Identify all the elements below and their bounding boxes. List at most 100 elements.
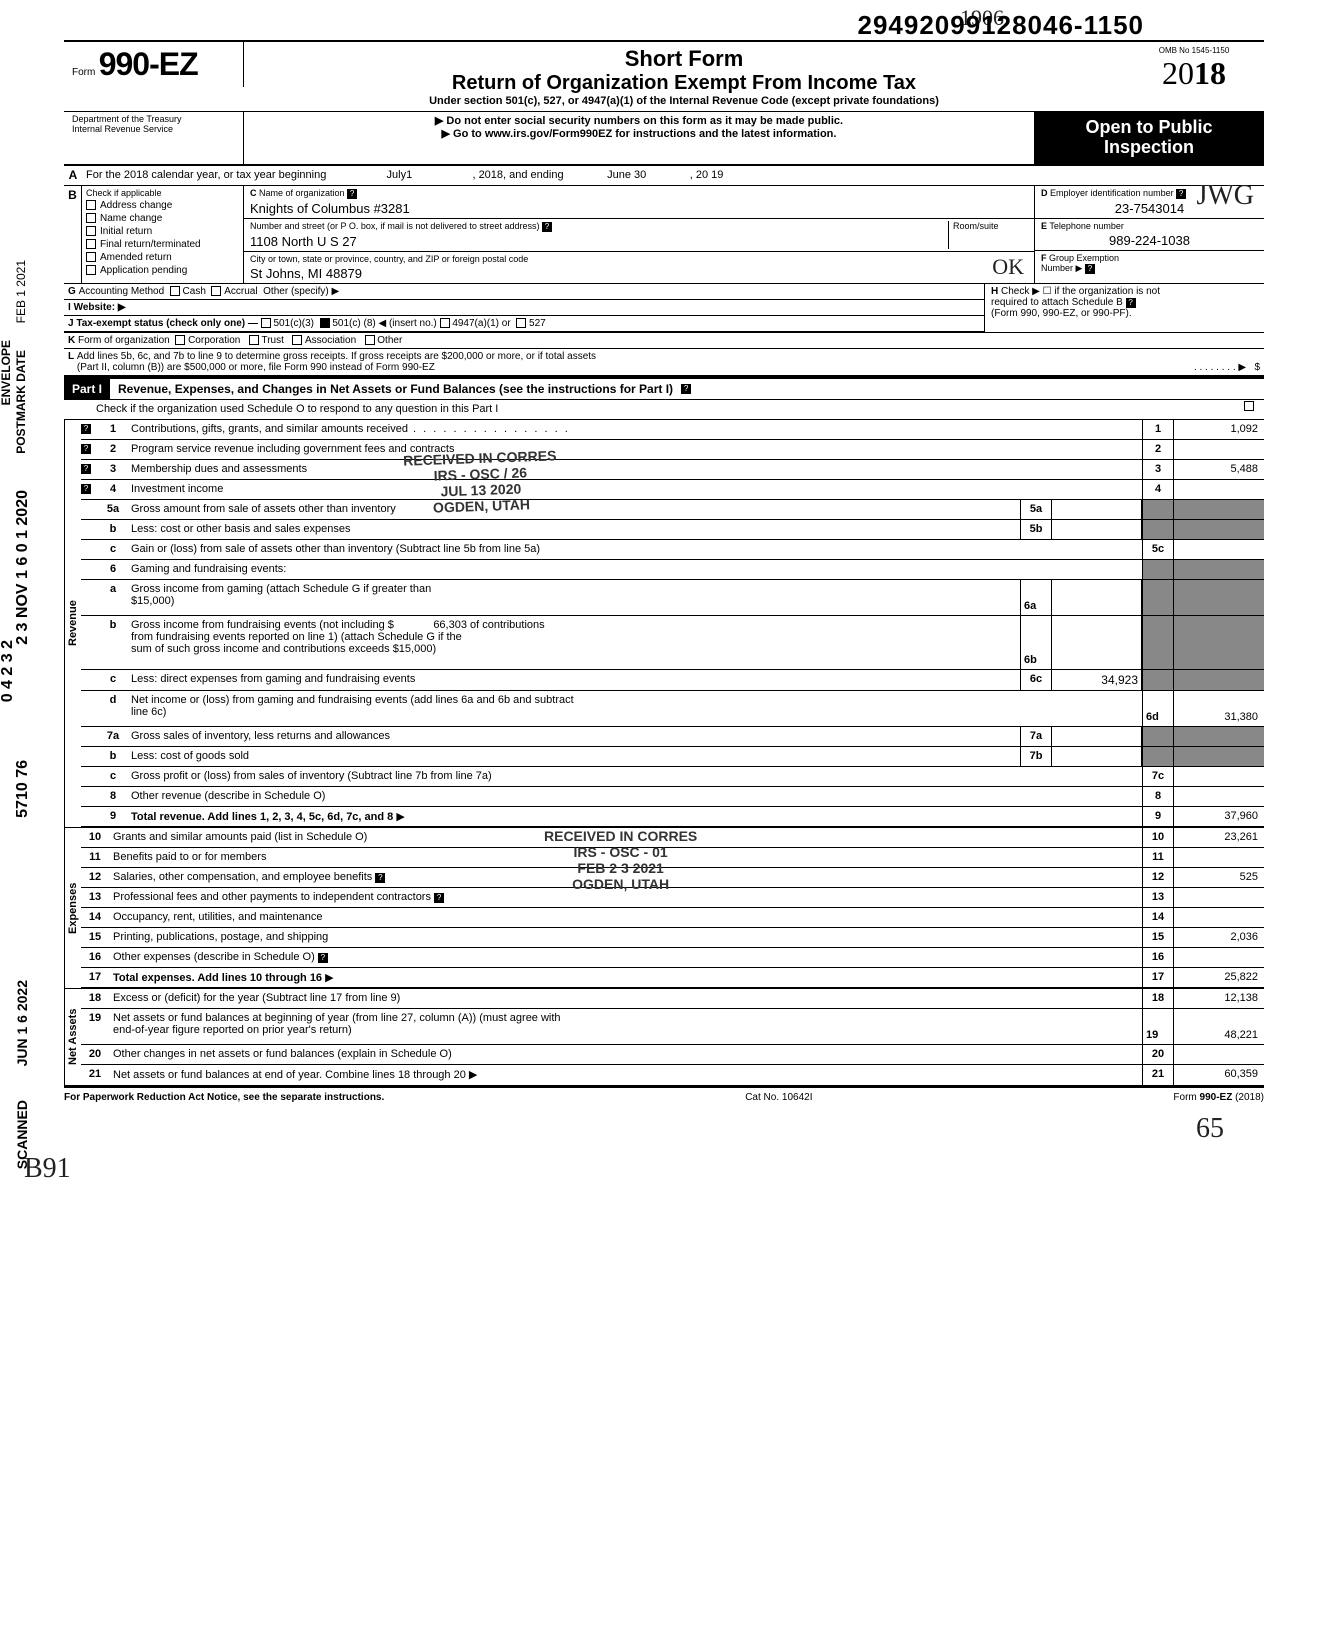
help-icon[interactable]: ? — [1176, 189, 1186, 199]
initials: JWG — [1196, 180, 1254, 212]
line-7c: c Gross profit or (loss) from sales of i… — [81, 767, 1264, 787]
opt-501c3: 501(c)(3) — [273, 318, 314, 329]
line-7b-shade — [1142, 747, 1174, 766]
line-7b-shade-val — [1174, 747, 1264, 766]
cb-501c3[interactable] — [261, 318, 271, 328]
addr-label: Number and street (or P O. box, if mail … — [250, 221, 539, 231]
line-5a-num: 5a — [99, 500, 127, 519]
line-1-num: 1 — [99, 420, 127, 439]
accounting-method-label: Accounting Method — [79, 286, 165, 297]
bottom-left-mark: B91 — [24, 1153, 71, 1185]
ein-label: Employer identification number — [1050, 188, 1174, 198]
help-icon[interactable]: ? — [81, 484, 91, 494]
city-row: City or town, state or province, country… — [244, 252, 1034, 283]
help-icon[interactable]: ? — [375, 873, 385, 883]
section-k: K Form of organization Corporation Trust… — [64, 333, 1264, 349]
cb-cash[interactable] — [170, 286, 180, 296]
org-info-block: B Check if applicable Address change Nam… — [64, 186, 1264, 284]
opt-4947: 4947(a)(1) or — [452, 318, 510, 329]
help-icon[interactable]: ? — [1126, 298, 1136, 308]
line-15: 15 Printing, publications, postage, and … — [81, 928, 1264, 948]
help-icon[interactable]: ? — [318, 953, 328, 963]
line-6c-shade-val — [1174, 670, 1264, 690]
line-21-desc: Net assets or fund balances at end of ye… — [109, 1065, 1142, 1085]
label-e: E — [1041, 221, 1047, 231]
group-exempt-label: Group Exemption — [1049, 253, 1119, 263]
cb-accrual[interactable] — [211, 286, 221, 296]
org-city: St Johns, MI 48879 — [250, 264, 1028, 281]
line-5a-subval — [1052, 500, 1142, 519]
line-12-val: 525 — [1174, 868, 1264, 887]
opt-501c: 501(c) ( — [332, 318, 366, 329]
line-10-endnum: 10 — [1142, 828, 1174, 847]
part-1-header: Part I Revenue, Expenses, and Changes in… — [64, 377, 1264, 400]
cb-name-change[interactable]: Name change — [86, 213, 239, 224]
line-9-endnum: 9 — [1142, 807, 1174, 826]
phone-row: E Telephone number 989-224-1038 — [1035, 219, 1264, 251]
cb-application-pending[interactable]: Application pending — [86, 265, 239, 276]
line-5c-desc: Gain or (loss) from sale of assets other… — [127, 540, 1142, 559]
net-assets-group: Net Assets 18 Excess or (deficit) for th… — [64, 988, 1264, 1087]
line-12: 12 Salaries, other compensation, and emp… — [81, 868, 1264, 888]
page-number: 65 — [64, 1113, 1264, 1145]
instructions-cell: ▶ Do not enter social security numbers o… — [244, 112, 1034, 164]
help-icon[interactable]: ? — [81, 444, 91, 454]
line-5b-sub: 5b — [1020, 520, 1052, 539]
help-icon[interactable]: ? — [542, 222, 552, 232]
dept-treasury: Department of the Treasury — [72, 114, 235, 124]
help-icon[interactable]: ? — [81, 424, 91, 434]
cb-corporation[interactable] — [175, 335, 185, 345]
city-label: City or town, state or province, country… — [250, 254, 1028, 264]
expenses-label: Expenses — [64, 828, 81, 988]
line-6b: b Gross income from fundraising events (… — [81, 616, 1264, 670]
line-19-num: 19 — [81, 1009, 109, 1044]
form-header: Form 990-EZ Short Form Return of Organiz… — [64, 40, 1264, 111]
line-19: 19 Net assets or fund balances at beginn… — [81, 1009, 1264, 1045]
line-7b-sub: 7b — [1020, 747, 1052, 766]
cb-4947[interactable] — [440, 318, 450, 328]
line-6c-shade — [1142, 670, 1174, 690]
addr-row: Number and street (or P O. box, if mail … — [244, 219, 1034, 252]
cb-trust[interactable] — [249, 335, 259, 345]
help-icon[interactable]: ? — [1085, 264, 1095, 274]
line-7c-num: c — [99, 767, 127, 786]
line-18-desc: Excess or (deficit) for the year (Subtra… — [109, 989, 1142, 1008]
line-3-desc: Membership dues and assessments — [127, 460, 1142, 479]
help-icon[interactable]: ? — [681, 384, 691, 394]
form-of-org-label: Form of organization — [78, 335, 170, 346]
line-14-endnum: 14 — [1142, 908, 1174, 927]
line-16-endnum: 16 — [1142, 948, 1174, 967]
line-1: ? 1 Contributions, gifts, grants, and si… — [81, 420, 1264, 440]
cb-other-org[interactable] — [365, 335, 375, 345]
line-7a-desc: Gross sales of inventory, less returns a… — [127, 727, 1020, 746]
cb-schedule-o[interactable] — [1244, 401, 1254, 411]
line-8-desc: Other revenue (describe in Schedule O) — [127, 787, 1142, 806]
line-16-val — [1174, 948, 1264, 967]
label-a: A — [64, 166, 82, 185]
cb-association[interactable] — [292, 335, 302, 345]
line-17-desc: Total expenses. Add lines 10 through 16 — [109, 968, 1142, 987]
help-icon[interactable]: ? — [347, 189, 357, 199]
help-icon[interactable]: ? — [81, 464, 91, 474]
line-10: 10 Grants and similar amounts paid (list… — [81, 828, 1264, 848]
open-public-2: Inspection — [1038, 138, 1260, 158]
cb-527[interactable] — [516, 318, 526, 328]
section-l: L Add lines 5b, 6c, and 7b to line 9 to … — [64, 349, 1264, 377]
label-b: B — [64, 186, 82, 283]
side-stamp-6: 0 4 2 3 2 — [0, 640, 17, 702]
city-ok-mark: OK — [992, 254, 1024, 280]
h-text1: Check ▶ ☐ if the organization is not — [1001, 286, 1160, 297]
form-number-cell: Form 990-EZ — [64, 42, 244, 87]
cb-initial-return[interactable]: Initial return — [86, 226, 239, 237]
cb-final-return[interactable]: Final return/terminated — [86, 239, 239, 250]
line-11-desc: Benefits paid to or for members — [109, 848, 1142, 867]
cb-address-change[interactable]: Address change — [86, 200, 239, 211]
line-18-val: 12,138 — [1174, 989, 1264, 1008]
label-c: C — [250, 188, 257, 198]
opt-trust: Trust — [261, 335, 283, 346]
l-dollar: $ — [1254, 362, 1260, 373]
help-icon[interactable]: ? — [434, 893, 444, 903]
cb-501c[interactable]: ✓ — [320, 318, 330, 328]
cb-amended[interactable]: Amended return — [86, 252, 239, 263]
section-j: J Tax-exempt status (check only one) — 5… — [64, 316, 984, 332]
